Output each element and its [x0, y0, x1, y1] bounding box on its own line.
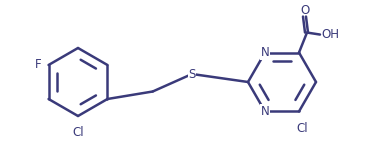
- Text: Cl: Cl: [72, 126, 84, 139]
- Text: O: O: [301, 4, 310, 17]
- Text: N: N: [260, 46, 269, 59]
- Text: N: N: [260, 105, 269, 118]
- Text: Cl: Cl: [296, 122, 308, 135]
- Text: S: S: [188, 68, 196, 81]
- Text: OH: OH: [321, 28, 339, 41]
- Text: F: F: [35, 57, 42, 70]
